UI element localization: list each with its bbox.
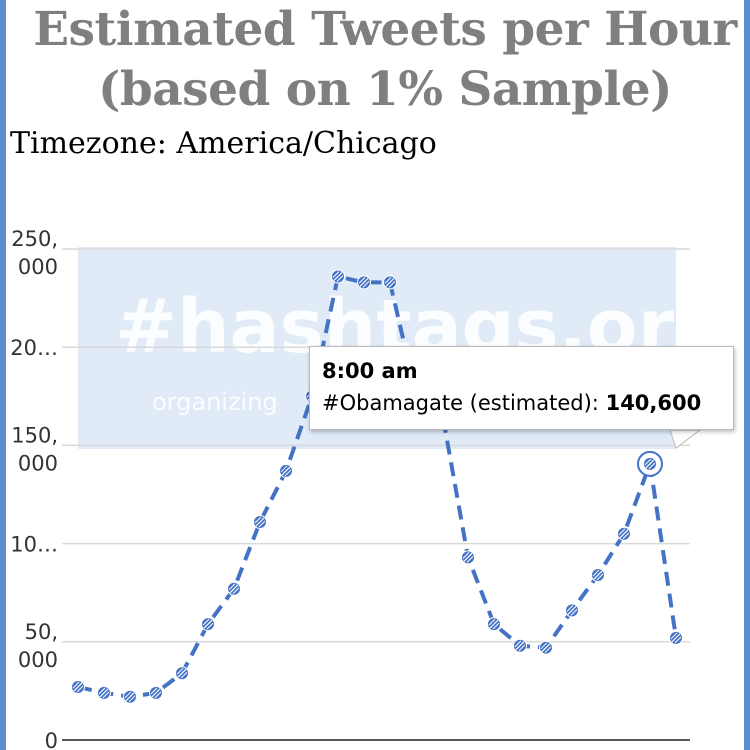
data-point[interactable]	[357, 275, 371, 290]
y-tick-label: 10…	[10, 533, 58, 557]
data-point[interactable]	[123, 689, 137, 704]
right-frame-border	[744, 0, 750, 750]
data-point[interactable]	[637, 450, 663, 477]
tooltip-series-label: #Obamagate (estimated):	[322, 391, 599, 415]
chart-subtitle: Timezone: America/Chicago	[10, 126, 437, 161]
data-point[interactable]	[97, 685, 111, 700]
data-point[interactable]	[461, 550, 475, 565]
data-point[interactable]	[71, 679, 85, 694]
chart-title-line-2: (based on 1% Sample)	[98, 62, 672, 117]
y-tick-label: 150, 000	[11, 423, 58, 475]
tooltip-line: #Obamagate (estimated): 140,600	[322, 391, 721, 415]
data-point[interactable]	[617, 526, 631, 541]
y-tick-label: 50, 000	[18, 620, 58, 672]
watermark-tagline: organizing	[152, 388, 278, 416]
data-point[interactable]	[175, 666, 189, 681]
data-point[interactable]	[149, 685, 163, 700]
data-point[interactable]	[227, 581, 241, 596]
data-point[interactable]	[383, 275, 397, 290]
chart-title: Estimated Tweets per Hour (based on 1% S…	[0, 0, 750, 120]
data-point[interactable]	[279, 463, 293, 478]
data-point[interactable]	[201, 617, 215, 632]
tooltip-pointer	[669, 429, 702, 449]
left-frame-border	[0, 0, 6, 750]
data-point[interactable]	[487, 617, 501, 632]
tooltip-value: 140,600	[605, 391, 702, 415]
data-point[interactable]	[669, 630, 683, 645]
data-point[interactable]	[331, 269, 345, 284]
data-tooltip: 8:00 am #Obamagate (estimated): 140,600	[309, 346, 734, 430]
data-point[interactable]	[591, 568, 605, 583]
data-point[interactable]	[513, 638, 527, 653]
chart-title-line-1: Estimated Tweets per Hour	[33, 2, 737, 57]
series-line	[77, 274, 678, 699]
data-point[interactable]	[253, 514, 267, 529]
y-tick-label: 0	[45, 729, 58, 750]
data-point[interactable]	[539, 640, 553, 655]
tooltip-time: 8:00 am	[322, 359, 418, 383]
y-tick-label: 250, 000	[11, 227, 58, 279]
data-point[interactable]	[565, 603, 579, 618]
y-tick-label: 20…	[10, 336, 58, 360]
